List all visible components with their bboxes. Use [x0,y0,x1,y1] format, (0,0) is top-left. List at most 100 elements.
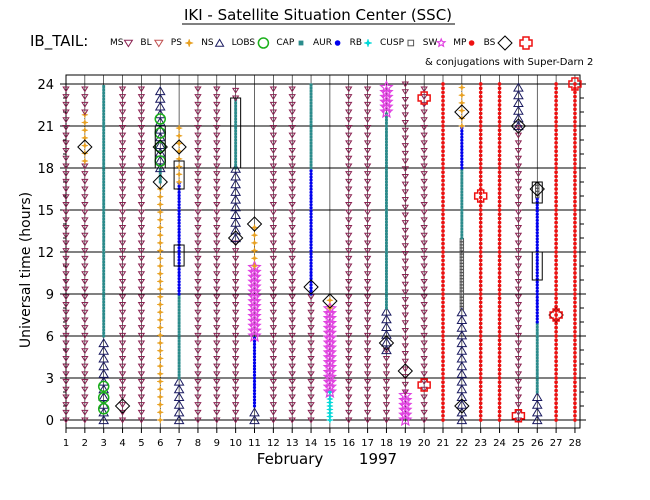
ms-point [213,124,221,131]
mp-point [573,212,577,217]
ps-point [175,139,184,148]
mp-point [441,308,445,313]
sw-point [322,384,338,399]
ns-point [173,376,185,386]
cap-point [535,362,539,366]
ms-point [194,225,202,231]
mp-point [573,258,577,263]
ms-point [269,278,278,285]
ms-point [420,132,428,139]
ms-point [118,302,127,308]
mp-point [497,187,502,191]
mp-point [497,384,502,389]
ms-point [363,140,372,147]
mp-point [478,237,483,242]
aur-point [309,203,313,207]
mp-point [478,203,483,208]
cap-point [102,115,106,119]
cap-point [102,165,106,169]
mp-point [554,258,558,263]
ms-point [194,271,202,278]
ms-point [81,286,89,293]
ms-point [81,394,89,401]
cap-point [102,288,106,292]
aur-point [309,246,313,250]
ms-point [345,394,353,401]
cap-point [535,341,539,345]
cap-point [385,134,388,137]
mp-point [573,245,577,250]
mp-point [497,409,502,414]
day-column-8 [194,86,202,424]
cap-point [385,161,388,165]
ms-point [401,212,410,219]
mp-point [497,245,502,250]
y-tick-label: 0 [46,414,54,429]
cap-point [177,333,181,337]
ms-point [420,209,428,216]
mp-point [554,216,558,221]
aur-point [535,231,539,235]
ps-point [156,392,165,401]
ms-point [363,209,372,216]
mp-point [554,271,558,275]
legend-marker-icon [298,40,304,46]
cap-point [102,137,106,141]
ps-point [156,261,165,271]
ms-point [288,201,296,208]
cap-point [385,146,388,150]
ms-point [62,355,70,362]
ms-point [307,379,315,385]
ms-point [514,302,523,308]
x-tick-label: 26 [531,438,544,449]
mp-point [478,161,483,166]
ms-point [420,225,428,231]
ms-point [345,194,353,201]
mp-point [478,241,483,246]
ms-point [363,417,372,424]
cap-point [102,122,106,125]
ms-point [382,409,391,416]
cap-point [535,381,539,385]
ms-point [382,379,391,385]
mp-point [554,199,558,204]
mp-point [573,380,577,385]
ms-point [118,194,127,201]
ms-point [345,217,353,224]
ms-point [62,286,70,293]
ms-point [401,181,410,188]
mp-point [554,334,558,338]
mp-point [497,203,502,208]
aur-point [309,261,313,265]
ps-point [457,98,466,107]
cap-point [309,86,313,90]
cap-point [309,154,313,158]
mp-point [478,233,483,238]
cap-point [460,190,464,194]
mp-point [573,229,577,233]
sw-point [322,374,338,389]
y-tick-label: 6 [46,330,54,345]
mp-point [573,300,577,305]
cap-point [460,224,464,228]
mp-point [573,82,577,86]
aur-point [535,209,539,213]
mp-point [441,279,445,284]
day-column-11 [246,216,263,425]
ms-point [118,186,127,193]
ms-point [137,302,146,308]
cap-point [102,85,106,88]
ms-point [514,248,523,255]
mp-point [497,103,502,107]
sw-point [247,328,262,343]
ms-point [194,109,202,116]
ms-point [345,240,353,247]
legend-label: NS [201,38,214,48]
mp-point [573,325,577,330]
mp-point [554,140,558,145]
ms-point [81,263,89,270]
mp-point [441,145,445,149]
ms-point [213,201,221,208]
ms-point [137,217,146,224]
